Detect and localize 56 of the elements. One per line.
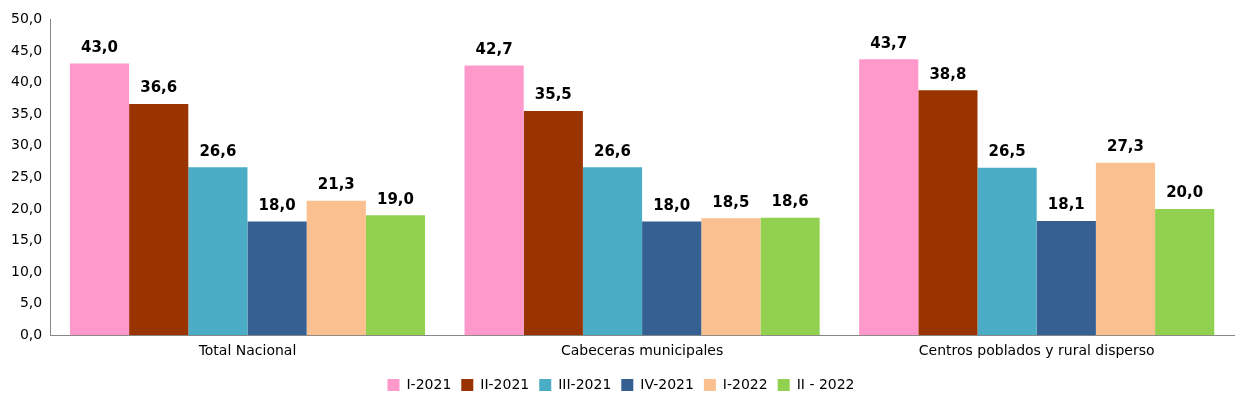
y-tick-label: 50,0 [11, 10, 43, 27]
y-tick-label: 15,0 [11, 231, 43, 248]
x-tick-label: Total Nacional [197, 342, 297, 359]
bar [977, 167, 1037, 336]
bar [918, 90, 978, 336]
bar [464, 65, 524, 336]
y-tick-label: 40,0 [11, 73, 43, 90]
bar [69, 63, 130, 336]
legend-label: II-2021 [480, 375, 530, 392]
legend-label: I-2021 [406, 375, 452, 392]
data-label: 20,0 [1166, 183, 1204, 202]
bar [582, 167, 643, 336]
bar [1036, 220, 1096, 336]
bar [859, 59, 919, 336]
y-tick-label: 35,0 [11, 104, 43, 121]
bar [188, 167, 248, 336]
bar [306, 200, 366, 336]
data-label: 42,7 [475, 39, 513, 58]
bar [1095, 162, 1156, 336]
bar [1155, 208, 1215, 336]
legend-label: IV-2021 [640, 375, 694, 392]
y-tick-label: 25,0 [11, 167, 43, 184]
data-label: 18,1 [1047, 195, 1085, 214]
y-tick-label: 10,0 [11, 262, 43, 279]
bar [760, 217, 820, 336]
bar [247, 221, 307, 336]
data-label: 27,3 [1106, 137, 1144, 156]
bar [129, 104, 189, 336]
bar [701, 218, 761, 336]
bar [642, 221, 702, 336]
y-tick-label: 45,0 [11, 41, 43, 58]
data-label: 26,6 [199, 141, 237, 160]
data-label: 38,8 [929, 64, 967, 83]
data-label: 18,6 [771, 192, 809, 211]
x-tick-label: Cabeceras municipales [560, 342, 724, 359]
bar [523, 110, 583, 336]
y-tick-label: 20,0 [11, 199, 43, 216]
data-label: 43,0 [80, 38, 119, 56]
data-label: 21,3 [317, 175, 355, 194]
data-label: 43,7 [870, 33, 908, 52]
data-label: 19,0 [376, 189, 414, 208]
data-label: 26,5 [988, 142, 1026, 161]
data-label: 36,6 [140, 78, 178, 97]
bar [365, 215, 426, 336]
data-label: 35,5 [534, 85, 572, 104]
y-tick-label: 5,0 [19, 294, 43, 311]
data-label: 18,5 [712, 192, 750, 211]
data-label: 18,0 [653, 195, 691, 214]
legend-label: I-2022 [722, 375, 768, 392]
y-tick-label: 30,0 [11, 136, 43, 153]
data-label: 26,6 [593, 141, 631, 160]
y-tick-label: 0,0 [19, 325, 43, 342]
legend-label: III-2021 [558, 375, 612, 392]
legend-label: II - 2022 [796, 375, 855, 392]
x-tick-label: Centros poblados y rural disperso [918, 342, 1155, 359]
data-label: 18,0 [258, 195, 296, 214]
